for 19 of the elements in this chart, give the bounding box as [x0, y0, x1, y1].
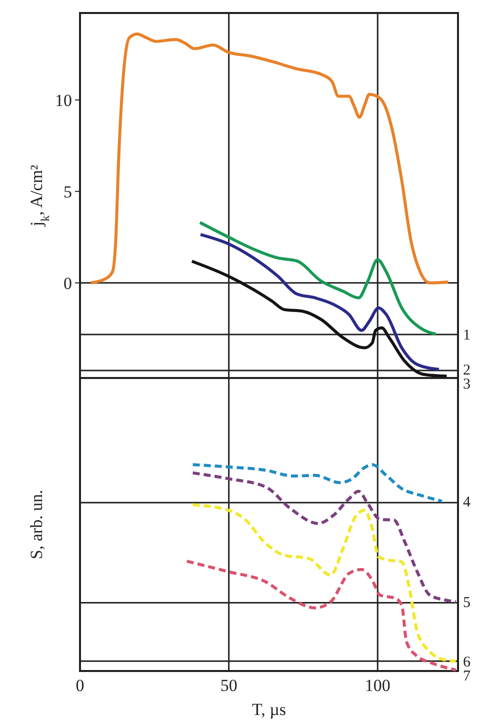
series-label: 2 [463, 362, 470, 379]
y-axis-title: S, arb. un. [27, 490, 46, 560]
series-label: 3 [463, 376, 470, 393]
series-label: 4 [463, 494, 471, 510]
x-axis-title: T, µs [252, 700, 286, 719]
line-series [199, 233, 440, 371]
x-tick-label: 0 [76, 676, 84, 695]
series-label: 7 [463, 668, 471, 684]
line-series [198, 220, 438, 336]
series-label: 6 [463, 654, 471, 670]
series-label: 1 [463, 327, 470, 344]
y-tick-label: 5 [64, 182, 72, 202]
series-label: 5 [463, 595, 470, 612]
y-tick-label: 0 [64, 274, 72, 293]
x-tick-label: 100 [364, 676, 390, 695]
line-series [89, 32, 450, 284]
x-tick-label: 50 [220, 676, 238, 695]
line-series [190, 260, 448, 378]
y-tick-label: 10 [55, 90, 72, 110]
